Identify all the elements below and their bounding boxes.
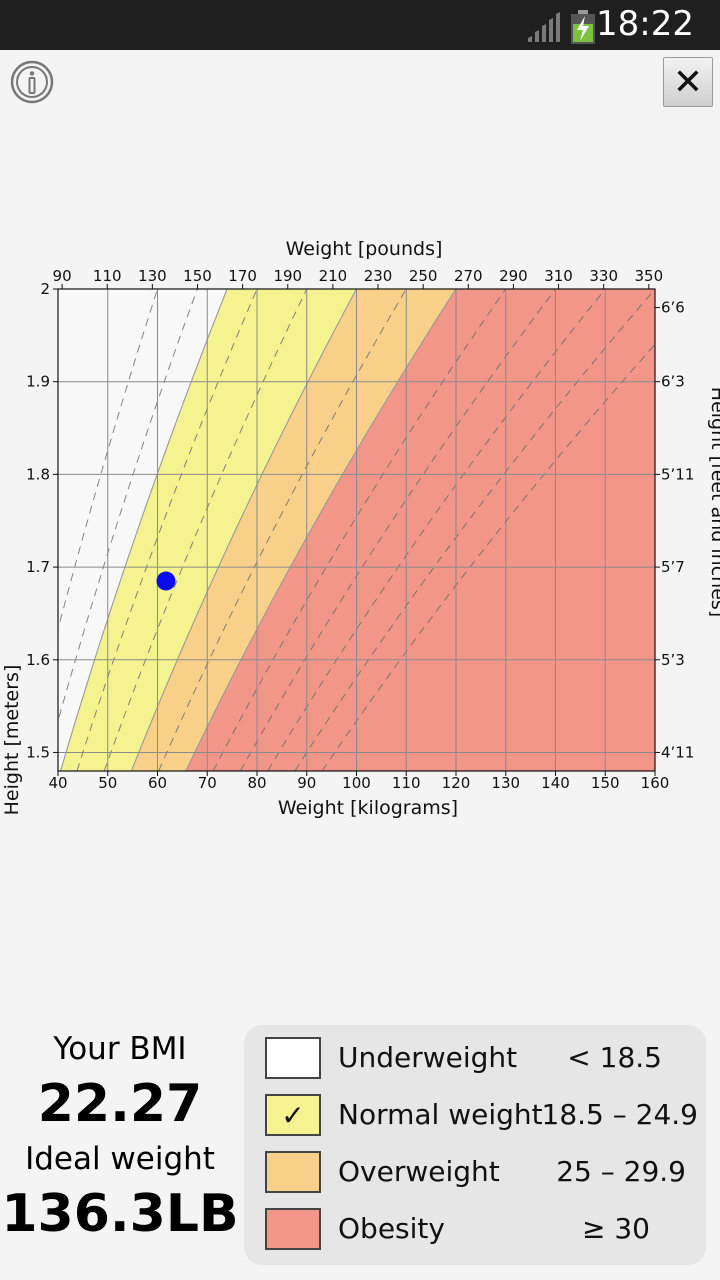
y-tick-label: 1.9 <box>26 373 50 391</box>
right-tick-label: 5’3 <box>661 651 685 669</box>
right-tick-label: 4’11 <box>661 743 694 761</box>
legend-row-overweight: Overweight 25 – 29.9 <box>244 1139 706 1196</box>
legend-swatch <box>265 1037 321 1079</box>
ideal-weight-value: 136.3LB <box>1 1184 239 1244</box>
y-tick-label: 1.6 <box>26 651 50 669</box>
top-tick-label: 110 <box>93 267 122 285</box>
top-tick-label: 190 <box>273 267 302 285</box>
user-bmi-point <box>156 571 176 591</box>
x-tick-label: 90 <box>297 774 316 792</box>
x-tick-label: 130 <box>491 774 520 792</box>
status-time: 18:22 <box>596 4 694 44</box>
legend-swatch <box>265 1151 321 1193</box>
x-axis-label: Weight [kilograms] <box>278 797 458 819</box>
x-tick-label: 110 <box>392 774 421 792</box>
x-tick-label: 60 <box>148 774 167 792</box>
legend-row-obesity: Obesity ≥ 30 <box>244 1196 706 1253</box>
top-tick-label: 250 <box>409 267 438 285</box>
status-bar: 18:22 <box>0 0 720 50</box>
y-tick-label: 1.7 <box>26 558 50 576</box>
top-tick-label: 170 <box>228 267 257 285</box>
top-tick-label: 150 <box>183 267 212 285</box>
right-axis-label: Height [feet and inches] <box>707 387 720 617</box>
legend-range: ≥ 30 <box>582 1212 650 1245</box>
right-tick-label: 6’6 <box>661 299 685 317</box>
close-icon: ✕ <box>672 61 704 103</box>
top-tick-label: 90 <box>53 267 72 285</box>
legend-swatch <box>265 1208 321 1250</box>
bmi-guide-line <box>294 289 655 771</box>
y-axis-label: Height [meters] <box>1 665 23 816</box>
top-tick-label: 350 <box>634 267 663 285</box>
bmi-legend: Underweight < 18.5 ✓ Normal weight 18.5 … <box>244 1025 706 1265</box>
right-tick-label: 5’11 <box>661 465 694 483</box>
top-tick-label: 130 <box>138 267 167 285</box>
y-tick-label: 1.5 <box>26 743 50 761</box>
bmi-guide-line <box>76 289 258 771</box>
bmi-guide-line <box>321 343 655 771</box>
legend-swatch: ✓ <box>265 1094 321 1136</box>
legend-range: 25 – 29.9 <box>556 1155 686 1188</box>
top-tick-label: 210 <box>319 267 348 285</box>
legend-range: < 18.5 <box>567 1041 662 1074</box>
top-tick-label: 230 <box>364 267 393 285</box>
x-tick-label: 160 <box>641 774 670 792</box>
bmi-label: Your BMI <box>53 1031 187 1067</box>
legend-row-normal: ✓ Normal weight 18.5 – 24.9 <box>244 1082 706 1139</box>
legend-name: Underweight <box>338 1041 518 1074</box>
bmi-guide-line <box>58 289 198 723</box>
info-icon[interactable] <box>10 60 54 104</box>
right-tick-label: 5’7 <box>661 558 685 576</box>
bmi-guide-line <box>158 289 407 771</box>
close-button[interactable]: ✕ <box>663 57 713 107</box>
legend-name: Obesity <box>338 1212 445 1245</box>
y-tick-label: 2 <box>40 280 50 298</box>
bmi-guide-line <box>267 289 606 771</box>
legend-name: Overweight <box>338 1155 500 1188</box>
signal-icon <box>528 12 560 42</box>
bmi-summary: Your BMI 22.27 Ideal weight 136.3LB <box>0 1025 240 1249</box>
x-tick-label: 100 <box>342 774 371 792</box>
top-tick-label: 270 <box>454 267 483 285</box>
check-icon: ✓ <box>281 1098 305 1132</box>
x-tick-label: 120 <box>442 774 471 792</box>
bmi-chart: 40 50 60 70 80 90 100 110 120 130 140 150 160 1.5 1.6 1… <box>1 238 720 819</box>
right-tick-label: 6’3 <box>661 373 685 391</box>
x-tick-label: 40 <box>48 774 67 792</box>
battery-charging-icon <box>571 10 595 44</box>
bmi-guide-line <box>239 289 556 771</box>
x-tick-label: 50 <box>98 774 117 792</box>
top-tick-label: 330 <box>589 267 618 285</box>
bmi-value: 22.27 <box>37 1074 203 1134</box>
top-tick-label: 290 <box>499 267 528 285</box>
legend-row-underweight: Underweight < 18.5 <box>244 1025 706 1082</box>
top-axis-label: Weight [pounds] <box>286 238 443 260</box>
bmi-band-obesity <box>185 289 655 771</box>
legend-name: Normal weight <box>338 1098 543 1131</box>
y-tick-label: 1.8 <box>26 465 50 483</box>
x-tick-label: 70 <box>198 774 217 792</box>
x-tick-label: 140 <box>541 774 570 792</box>
legend-range: 18.5 – 24.9 <box>541 1098 699 1131</box>
ideal-weight-label: Ideal weight <box>25 1141 215 1177</box>
bmi-guide-line <box>103 289 308 771</box>
x-tick-label: 150 <box>591 774 620 792</box>
bmi-guide-line <box>212 289 507 771</box>
top-tick-label: 310 <box>544 267 573 285</box>
x-tick-label: 80 <box>247 774 266 792</box>
